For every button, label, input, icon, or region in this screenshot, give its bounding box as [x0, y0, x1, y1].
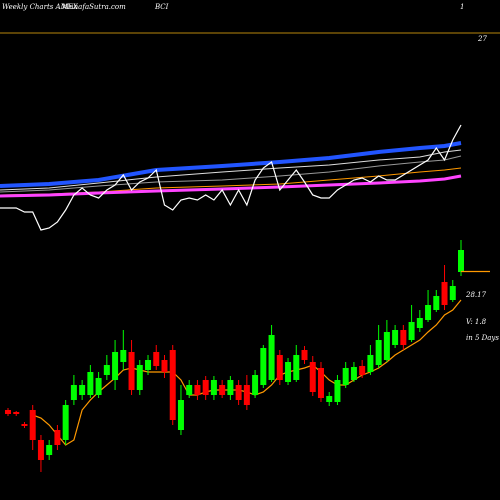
- candle-body: [458, 250, 464, 272]
- candle-body: [210, 380, 217, 395]
- candle-body: [383, 332, 390, 360]
- candle-body: [375, 340, 382, 365]
- candle-body: [433, 296, 440, 310]
- candle-body: [441, 282, 448, 305]
- candle-body: [367, 355, 374, 372]
- indicator-line: [0, 155, 462, 193]
- candle-body: [112, 352, 119, 380]
- candle-body: [37, 440, 44, 460]
- source: MunafaSutra.com: [61, 3, 126, 11]
- chart-title: Weekly Charts AMEX: [2, 3, 79, 11]
- candle-body: [252, 375, 259, 395]
- candle-body: [342, 368, 349, 385]
- candle-body: [62, 405, 69, 440]
- candle-body: [103, 365, 110, 375]
- candle-body: [243, 385, 250, 405]
- candle-body: [359, 366, 366, 375]
- forecast-label: 28.17: [465, 291, 487, 299]
- candle-body: [285, 362, 292, 382]
- candle-body: [177, 400, 184, 430]
- candle-body: [260, 348, 267, 385]
- indicator-line: [0, 174, 462, 198]
- symbol: BCI: [154, 3, 169, 11]
- candle-body: [400, 330, 407, 345]
- candle-body: [268, 335, 275, 380]
- candle-body: [392, 330, 399, 345]
- candle-body: [350, 367, 357, 380]
- candle-body: [425, 305, 432, 320]
- page-number: 1: [460, 3, 464, 11]
- candle-body: [301, 350, 308, 360]
- candle-body: [54, 430, 61, 445]
- candle-body: [449, 286, 456, 300]
- candle-body: [334, 380, 341, 402]
- candle-body: [276, 355, 283, 380]
- candle-body: [29, 410, 36, 440]
- candle-body: [145, 360, 152, 370]
- indicator-line: [0, 149, 462, 191]
- candle-body: [136, 365, 143, 390]
- candle-body: [227, 380, 234, 395]
- candle-body: [186, 385, 193, 395]
- candle-body: [70, 385, 77, 400]
- indicator-line: [0, 141, 462, 188]
- candle-body: [408, 322, 415, 340]
- candle-body: [21, 424, 28, 426]
- moving-average: [32, 299, 462, 446]
- candle-body: [326, 396, 333, 402]
- indicator-line: [0, 124, 462, 231]
- candle-body: [120, 350, 127, 362]
- candle-body: [46, 445, 53, 455]
- candle-body: [194, 385, 201, 395]
- candle-body: [219, 385, 226, 395]
- candle-body: [153, 352, 160, 366]
- candle-body: [202, 380, 209, 395]
- candle-body: [13, 412, 20, 414]
- candle-body: [161, 360, 168, 372]
- candle-body: [87, 372, 94, 395]
- candle-body: [235, 385, 242, 400]
- candle-body: [309, 362, 316, 392]
- candle-body: [79, 385, 86, 395]
- candle-body: [169, 350, 176, 420]
- candle-body: [317, 368, 324, 398]
- volume-note: V: 1.8: [466, 318, 487, 326]
- candle-body: [128, 352, 135, 390]
- horizon-note: in 5 Days: [466, 334, 499, 342]
- candle-body: [293, 355, 300, 380]
- top-label: 27: [477, 35, 487, 43]
- candle-body: [416, 318, 423, 328]
- candle-body: [95, 378, 102, 395]
- candle-body: [5, 410, 11, 414]
